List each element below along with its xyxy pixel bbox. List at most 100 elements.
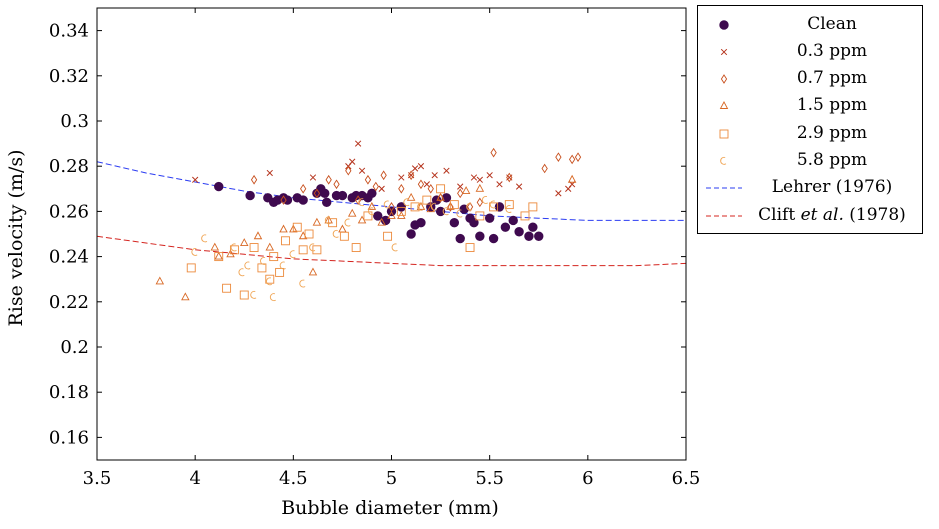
point-0-3-ppm [457,183,464,190]
point-5-8-ppm [442,207,449,216]
legend-item-1-5-ppm: 1.5 ppm [698,92,922,119]
point-2-9-ppm [449,200,459,210]
point-5-8-ppm [481,196,488,204]
legend-symbol [719,101,729,109]
point-0-3-ppm [417,163,425,170]
x-tick-label: 3.5 [83,468,112,489]
point-0-3-ppm [358,167,366,174]
legend-label-lehrer: Lehrer (1976) [771,177,893,197]
point-1-5-ppm [312,217,322,226]
point-0-3-ppm [266,169,273,177]
legend-marker-lehrer [706,187,742,189]
point-5-8-ppm [244,261,251,270]
point-2-9-ppm [504,200,514,210]
legend-label-0-7-ppm: 0.7 ppm [796,68,868,88]
point-1-5-ppm [338,224,347,233]
point-clean [214,181,224,192]
point-5-8-ppm [489,200,496,209]
point-2-9-ppm [249,243,259,253]
x-tick-label: 4.5 [279,468,308,489]
point-1-5-ppm [446,201,455,210]
point-1-5-ppm [567,174,577,183]
point-clean [449,218,460,228]
x-tick-label: 6 [582,468,593,489]
legend-item-clift: Clift et al. (1978) [698,202,922,229]
point-5-8-ppm [456,209,463,218]
point-5-8-ppm [430,202,437,211]
point-5-8-ppm [250,290,257,299]
point-clean [524,231,534,241]
point-0-3-ppm [496,181,503,188]
point-2-9-ppm [229,245,239,255]
point-clean [367,188,377,199]
point-0-7-ppm [490,147,497,158]
point-0-3-ppm [476,176,484,183]
point-5-8-ppm [505,205,512,213]
point-1-5-ppm [426,204,436,213]
point-2-9-ppm [410,202,420,212]
point-1-5-ppm [279,224,288,233]
point-clean [469,218,479,228]
point-5-8-ppm [391,243,398,252]
point-2-9-ppm [363,211,373,221]
legend-clift-prefix: Clift [758,205,801,225]
point-clean [484,213,495,223]
point-0-3-ppm [411,165,419,172]
point-2-9-ppm [351,243,361,253]
point-0-3-ppm [443,167,450,174]
point-1-5-ppm [367,201,377,210]
point-2-9-ppm [339,231,349,241]
legend-marker-1-5-ppm [719,101,729,109]
curve-clift-et-al-1978 [97,235,686,267]
legend-item-0-7-ppm: 0.7 ppm [698,65,922,92]
legend-label-1-5-ppm: 1.5 ppm [796,95,868,115]
point-0-7-ppm [427,183,434,194]
legend: Clean 0.3 ppm 0.7 ppm 1.5 ppm 2.9 ppm 5.… [697,5,923,234]
legend-item-5-8-ppm: 5.8 ppm [698,147,922,174]
y-tick-label: 0.34 [49,21,89,42]
legend-symbol [720,74,728,84]
point-2-9-ppm [269,252,279,262]
legend-marker-2-9-ppm [719,129,729,139]
point-0-7-ppm [354,195,362,205]
legend-marker-clift [706,215,742,217]
y-tick-label: 0.26 [49,201,89,222]
legend-symbol [720,156,727,165]
point-clean [416,218,426,228]
point-0-7-ppm [364,174,372,185]
point-0-7-ppm [574,152,582,162]
point-1-5-ppm [377,217,386,226]
point-2-9-ppm [422,195,432,205]
point-5-8-ppm [265,277,273,286]
point-2-9-ppm [465,243,475,253]
point-0-7-ppm [541,163,548,174]
point-2-9-ppm [214,252,224,262]
point-5-8-ppm [230,243,237,252]
point-1-5-ppm [308,267,318,276]
series-5-8-ppm [191,196,512,302]
y-axis-label: Rise velocity (m/s) [5,149,27,326]
point-0-3-ppm [349,158,356,165]
point-clean [435,206,446,217]
point-2-9-ppm [239,290,249,300]
point-0-7-ppm [325,174,332,185]
legend-label-clift: Clift et al. (1978) [746,205,918,225]
legend-clift-italic: et al. [800,205,844,225]
point-5-8-ppm [466,202,473,211]
point-0-7-ppm [372,181,379,192]
point-0-7-ppm [555,152,562,162]
point-clean [406,229,416,239]
point-5-8-ppm [358,198,365,207]
x-axis: 3.5 4 4.5 5 5.5 6 6.5 [83,8,700,489]
point-2-9-ppm [396,206,406,216]
point-1-5-ppm [475,183,485,192]
point-5-8-ppm [324,216,331,225]
legend-item-0-3-ppm: 0.3 ppm [698,38,922,65]
y-axis: 0.16 0.18 0.2 0.22 0.24 0.26 0.28 0.3 0.32 0.34 [49,21,686,448]
point-2-9-ppm [520,211,530,221]
y-tick-label: 0.32 [49,66,89,87]
point-0-7-ppm [250,174,258,185]
point-2-9-ppm [328,218,338,228]
point-0-3-ppm [515,183,523,190]
